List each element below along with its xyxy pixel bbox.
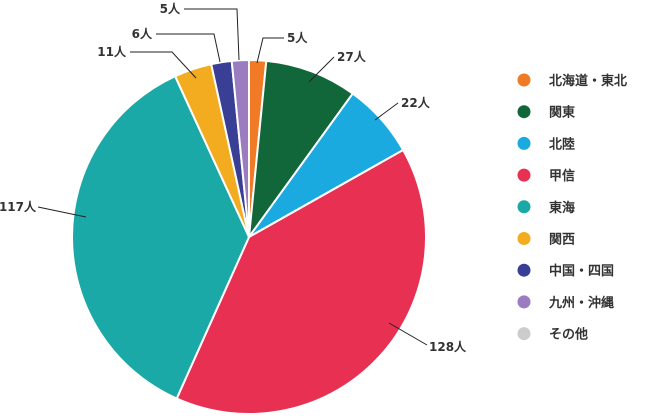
legend-swatch-2: [517, 105, 531, 119]
legend-label-5: 東海: [549, 200, 575, 216]
legend-swatch-5: [517, 200, 531, 214]
data-label-6: 11人: [97, 44, 127, 59]
leader-line-1: [256, 37, 284, 64]
legend-label-9: その他: [549, 327, 588, 343]
data-labels: 5人 27人 22人 128人 117人 11人 6人 5人: [0, 1, 467, 354]
legend-swatch-6: [517, 232, 531, 245]
pie-slice-8: [230, 59, 250, 238]
pie-slice-4: [175, 149, 427, 416]
pie-slice-5: [71, 75, 250, 400]
legend-swatch-3: [517, 136, 531, 150]
leader-line-4: [388, 322, 428, 346]
leader-lines: [37, 8, 428, 346]
data-label-5: 117人: [0, 199, 37, 214]
legend-swatch-7: [517, 263, 531, 277]
pie-slices: [71, 59, 427, 416]
legend-label-1: 北海道・東北: [549, 73, 627, 89]
legend-swatch-9: [517, 327, 531, 341]
legend-label-7: 中国・四国: [549, 263, 614, 279]
leader-line-6: [130, 51, 197, 79]
legend-label-3: 北陸: [549, 136, 575, 152]
data-label-1: 5人: [287, 30, 308, 45]
pie-slice-2: [248, 59, 354, 238]
data-label-4: 128人: [429, 339, 467, 354]
legend-swatch-8: [517, 295, 531, 309]
leader-line-3: [374, 102, 399, 121]
legend-label-4: 甲信: [549, 168, 575, 184]
data-label-2: 27人: [337, 49, 367, 64]
data-label-7: 6人: [132, 26, 153, 41]
data-label-8: 5人: [160, 1, 181, 16]
legend-label-2: 関東: [549, 105, 575, 121]
leader-line-8: [184, 8, 240, 61]
legend-swatch-1: [517, 73, 531, 87]
legend-label-6: 関西: [549, 233, 575, 248]
legend-label-8: 九州・沖縄: [548, 295, 614, 311]
leader-line-5: [37, 206, 87, 218]
leader-line-7: [156, 33, 221, 63]
leader-line-2: [308, 56, 335, 83]
data-label-3: 22人: [401, 95, 431, 110]
legend-swatch-4: [517, 168, 531, 182]
